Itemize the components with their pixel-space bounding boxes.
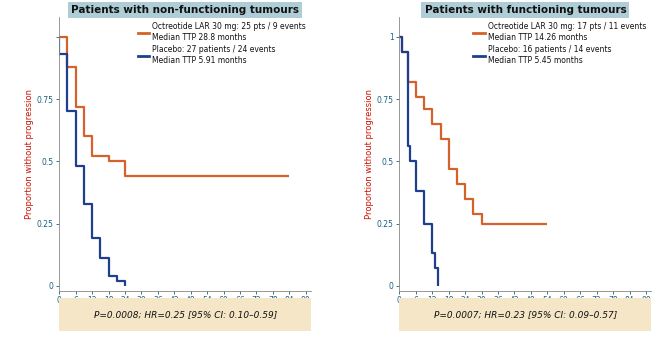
- Y-axis label: Proportion without progression: Proportion without progression: [25, 89, 34, 219]
- Legend: Octreotide LAR 30 mg: 25 pts / 9 events
Median TTP 28.8 months, Placebo: 27 pati: Octreotide LAR 30 mg: 25 pts / 9 events …: [136, 21, 307, 66]
- Text: P=0.0007; HR=0.23 [95% CI: 0.09–0.57]: P=0.0007; HR=0.23 [95% CI: 0.09–0.57]: [434, 310, 617, 319]
- X-axis label: Time (months): Time (months): [149, 307, 221, 317]
- Title: Patients with functioning tumours: Patients with functioning tumours: [424, 5, 626, 15]
- Text: P=0.0008; HR=0.25 [95% CI: 0.10–0.59]: P=0.0008; HR=0.25 [95% CI: 0.10–0.59]: [93, 310, 277, 319]
- X-axis label: Time (months): Time (months): [490, 307, 561, 317]
- Title: Patients with non-functioning tumours: Patients with non-functioning tumours: [71, 5, 299, 15]
- Legend: Octreotide LAR 30 mg: 17 pts / 11 events
Median TTP 14.26 months, Placebo: 16 pa: Octreotide LAR 30 mg: 17 pts / 11 events…: [472, 21, 647, 66]
- Y-axis label: Proportion without progression: Proportion without progression: [365, 89, 374, 219]
